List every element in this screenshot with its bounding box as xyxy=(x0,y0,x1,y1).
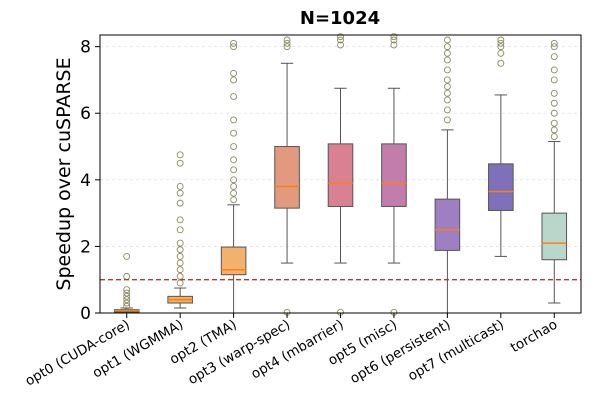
chart-title: N=1024 xyxy=(300,8,380,29)
outlier xyxy=(337,36,344,44)
outlier xyxy=(123,292,131,300)
outlier xyxy=(176,272,184,280)
outlier xyxy=(443,49,451,57)
x-tick-label: opt7 (multicast) xyxy=(405,317,507,385)
outlier xyxy=(176,266,184,274)
outlier xyxy=(123,302,131,310)
outlier xyxy=(550,76,558,84)
outlier xyxy=(176,183,184,190)
outlier xyxy=(443,66,451,74)
outlier xyxy=(230,183,238,190)
outlier xyxy=(550,43,558,51)
outlier xyxy=(176,239,184,247)
outlier xyxy=(497,43,505,51)
box xyxy=(327,143,354,207)
outlier xyxy=(443,96,451,104)
outlier xyxy=(497,39,505,47)
outlier xyxy=(176,216,184,224)
outlier xyxy=(230,166,238,174)
outlier xyxy=(443,116,451,124)
y-tick-label: 4 xyxy=(80,171,91,191)
outlier xyxy=(230,143,238,150)
outlier xyxy=(283,36,291,44)
outlier xyxy=(443,89,451,97)
outlier xyxy=(176,199,184,207)
outlier xyxy=(550,99,558,107)
outlier xyxy=(283,43,291,51)
outlier xyxy=(123,299,131,307)
outlier xyxy=(230,116,238,124)
outlier xyxy=(390,41,398,49)
outlier xyxy=(497,59,505,67)
outlier xyxy=(497,49,505,57)
y-axis-label: Speedup over cuSPARSE xyxy=(53,57,75,290)
plot-frame xyxy=(99,34,582,314)
box xyxy=(488,163,514,211)
x-tick-label: opt4 (mbarrier) xyxy=(248,317,346,383)
outlier xyxy=(230,93,238,101)
outlier xyxy=(390,33,398,41)
outlier xyxy=(123,252,131,260)
y-tick-label: 6 xyxy=(80,104,91,124)
outlier xyxy=(550,133,558,140)
outlier xyxy=(550,39,558,47)
outlier xyxy=(123,272,131,280)
outlier xyxy=(176,252,184,260)
outlier xyxy=(176,159,184,167)
outlier xyxy=(230,43,238,51)
outlier xyxy=(390,36,398,44)
outlier xyxy=(550,53,558,61)
y-tick-label: 2 xyxy=(80,237,91,257)
outlier xyxy=(550,66,558,74)
outlier xyxy=(176,189,184,197)
outlier xyxy=(337,41,344,49)
y-tick-label: 0 xyxy=(80,304,91,324)
box xyxy=(274,146,300,209)
box xyxy=(434,198,461,251)
outlier xyxy=(230,156,238,164)
outlier xyxy=(230,129,238,137)
outlier xyxy=(443,43,451,51)
outlier xyxy=(123,286,131,294)
outlier xyxy=(443,76,451,84)
outlier xyxy=(337,33,344,41)
outlier xyxy=(176,279,184,287)
outlier xyxy=(550,109,558,117)
outlier xyxy=(176,151,184,159)
outlier xyxy=(176,226,184,234)
outlier xyxy=(123,296,131,304)
outlier xyxy=(230,176,238,184)
box xyxy=(541,212,568,261)
outlier xyxy=(443,106,451,114)
x-tick-label: torchao xyxy=(508,317,560,357)
outlier xyxy=(230,189,238,197)
outlier xyxy=(176,259,184,267)
outlier xyxy=(443,83,451,91)
box xyxy=(220,246,247,276)
outlier xyxy=(230,39,238,47)
outlier xyxy=(230,69,238,77)
outlier xyxy=(550,89,558,97)
outlier xyxy=(176,246,184,254)
outlier xyxy=(443,56,451,64)
x-tick-label: opt1 (WGMMA) xyxy=(90,317,186,382)
box xyxy=(381,143,407,207)
outlier xyxy=(123,289,131,297)
outlier xyxy=(230,196,238,204)
y-tick-label: 8 xyxy=(80,38,91,58)
outlier xyxy=(283,39,291,47)
outlier xyxy=(550,119,558,127)
outlier xyxy=(550,126,558,134)
outlier xyxy=(497,36,505,44)
outlier xyxy=(443,36,451,44)
outlier xyxy=(230,76,238,84)
